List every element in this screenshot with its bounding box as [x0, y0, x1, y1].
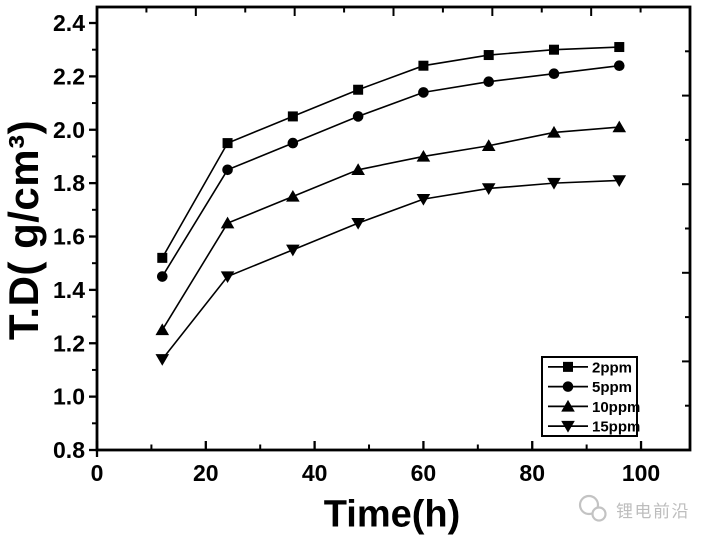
series-10ppm-marker: [416, 149, 431, 162]
series-15ppm-marker: [286, 244, 300, 257]
series-5ppm-marker: [352, 111, 364, 122]
series-15ppm: [155, 175, 627, 366]
y-tick-label: 1.0: [53, 384, 85, 410]
x-tick-label: 0: [91, 460, 104, 486]
series-5ppm-marker: [156, 271, 168, 282]
legend-label: 15ppm: [592, 419, 640, 436]
series-10ppm-marker: [547, 125, 561, 138]
series-15ppm-marker: [547, 177, 561, 190]
legend-marker-square: [563, 361, 573, 372]
legend-label: 10ppm: [592, 399, 640, 416]
y-tick-label: 2.4: [53, 10, 85, 36]
legend-item-15ppm: [548, 420, 588, 433]
series-15ppm-marker: [481, 183, 496, 195]
series-2ppm-marker: [157, 252, 168, 263]
series-2ppm-line: [161, 46, 620, 259]
series-2ppm: [157, 42, 625, 263]
series-15ppm-marker: [416, 193, 431, 206]
watermark: 锂电前沿: [576, 491, 690, 527]
series-5ppm-line: [161, 64, 620, 277]
series-5ppm-marker: [287, 137, 299, 149]
series-10ppm-marker: [612, 120, 627, 133]
x-tick-label: 100: [622, 460, 660, 486]
series-5ppm-marker: [548, 68, 560, 80]
y-tick-label: 1.4: [53, 277, 85, 303]
y-tick-label: 2.0: [53, 117, 85, 143]
legend: [541, 356, 638, 437]
watermark-text: 锂电前沿: [616, 501, 690, 521]
x-tick-label: 60: [411, 460, 437, 486]
series-5ppm: [156, 60, 625, 282]
series-2ppm-marker: [614, 42, 625, 53]
series-2ppm-marker: [287, 111, 298, 122]
series-10ppm-marker: [286, 189, 300, 202]
legend-label: 5ppm: [592, 379, 632, 396]
series-5ppm-marker: [418, 87, 429, 98]
series-5ppm-marker: [483, 76, 495, 88]
legend-marker-triangle-down: [561, 420, 575, 433]
series-2ppm-marker: [418, 60, 429, 71]
series-15ppm-line: [161, 179, 620, 360]
y-tick-label: 1.6: [53, 224, 85, 250]
series-15ppm-marker: [351, 217, 365, 230]
legend-label: 2ppm: [592, 359, 632, 376]
series-5ppm-marker: [222, 164, 233, 176]
x-tick-label: 20: [193, 460, 219, 486]
series-2ppm-marker: [353, 84, 364, 95]
series-10ppm-line: [161, 126, 620, 331]
legend-box: [541, 356, 638, 437]
y-tick-label: 2.2: [53, 63, 85, 89]
series-10ppm-marker: [220, 216, 235, 229]
series-10ppm-marker: [351, 163, 365, 175]
x-tick-label: 40: [302, 460, 328, 486]
legend-item-5ppm: [548, 381, 588, 392]
series-10ppm-marker: [155, 323, 170, 336]
series-2ppm-marker: [222, 138, 233, 149]
wechat-logo-icon: [578, 494, 607, 522]
x-tick-label: 80: [519, 460, 545, 486]
legend-item-2ppm: [548, 361, 588, 372]
y-tick-label: 1.2: [53, 330, 85, 356]
series-5ppm-marker: [613, 60, 625, 72]
series-2ppm-marker: [548, 44, 559, 55]
legend-item-10ppm: [548, 399, 588, 412]
y-tick-label: 0.8: [53, 437, 85, 463]
series-15ppm-marker: [220, 271, 235, 284]
x-axis-label: Time(h): [323, 493, 461, 536]
series-10ppm-marker: [481, 139, 496, 151]
legend-marker-triangle-up: [561, 399, 575, 412]
series-10ppm: [155, 120, 627, 336]
y-tick-label: 1.8: [53, 170, 85, 196]
series-2ppm-marker: [483, 50, 494, 61]
series-15ppm-marker: [155, 354, 170, 366]
y-axis-label: T.D( g/cm³): [0, 119, 47, 341]
legend-marker-circle: [562, 381, 574, 392]
series-15ppm-marker: [612, 175, 627, 187]
